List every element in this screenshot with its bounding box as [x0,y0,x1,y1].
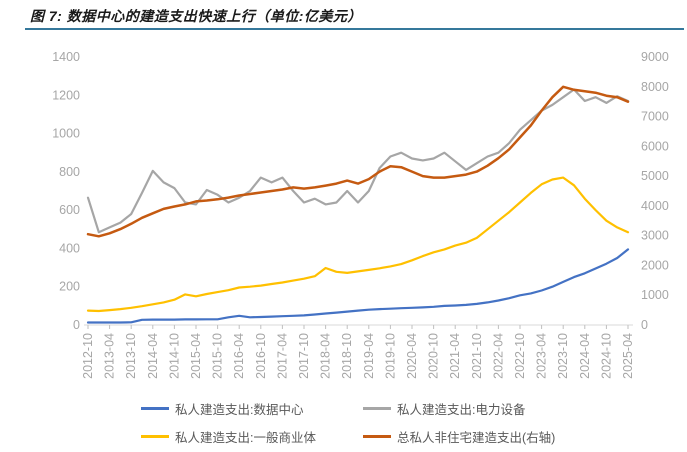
x-axis-tick-label: 2018-10 [340,333,354,379]
left-axis-tick-label: 800 [59,165,80,179]
x-axis-tick-label: 2020-10 [427,333,441,379]
legend-label-power-equipment: 私人建造支出:电力设备 [397,403,526,417]
line-total-nonresidential [86,85,630,238]
right-axis-tick-label: 6000 [641,139,669,153]
chart-title: 图 7: 数据中心的建造支出快速上行（单位:亿美元） [30,8,362,24]
left-axis-tick-label: 1200 [52,88,80,102]
line-data-center [86,248,630,324]
legend-label-general-commercial: 私人建造支出:一般商业体 [175,431,316,445]
line-power-equipment [86,88,630,234]
right-axis-tick-label: 9000 [641,50,669,64]
x-axis-tick-label: 2021-10 [470,333,484,379]
legend-item-data-center: 私人建造支出:数据中心 [141,399,363,418]
right-axis-tick-label: 1000 [641,288,669,302]
legend-swatch-general-commercial [141,435,169,438]
x-axis-tick-label: 2013-10 [124,333,138,379]
line-chart: 0 200 400 600 800 1000 1200 1400 0 1000 2000 3000 40… [52,50,669,379]
x-axis-tick-label: 2022-10 [513,333,527,379]
right-axis-tick-label: 0 [641,318,648,332]
right-axis-tick-label: 5000 [641,169,669,183]
x-axis-tick-label: 2018-04 [319,333,333,379]
legend-label-data-center: 私人建造支出:数据中心 [175,403,304,417]
x-axis-tick-label: 2024-10 [599,333,613,379]
legend-swatch-data-center [141,407,169,410]
left-axis-tick-label: 400 [59,241,80,255]
x-axis-tick-label: 2019-10 [383,333,397,379]
x-axis-tick-label: 2021-04 [448,333,462,379]
legend-item-power-equipment: 私人建造支出:电力设备 [363,399,555,418]
chart-legend: 私人建造支出:数据中心 私人建造支出:电力设备 私人建造支出:一般商业体 总私人… [141,399,555,446]
x-axis-tick-label: 2019-04 [362,333,376,379]
legend-item-total-nonresidential: 总私人非住宅建造支出(右轴) [363,427,555,446]
right-axis-tick-label: 3000 [641,229,669,243]
legend-item-general-commercial: 私人建造支出:一般商业体 [141,427,363,446]
right-axis-tick-label: 4000 [641,199,669,213]
legend-swatch-total-nonresidential [363,435,391,438]
x-axis-tick-label: 2023-10 [556,333,570,379]
legend-swatch-power-equipment [363,407,391,410]
line-general-commercial [86,176,630,313]
left-axis-tick-label: 1000 [52,127,80,141]
title-underline-rule [25,28,684,30]
x-axis-tick-label: 2016-10 [254,333,268,379]
x-axis-tick-label: 2013-04 [103,333,117,379]
x-axis-tick-label: 2016-04 [232,333,246,379]
x-axis-tick-label: 2025-04 [621,333,635,379]
x-axis-tick-label: 2017-10 [297,333,311,379]
left-axis-tick-label: 200 [59,280,80,294]
x-axis-tick-label: 2012-10 [81,333,95,379]
x-axis-tick-label: 2015-10 [211,333,225,379]
x-axis-tick-label: 2022-04 [491,333,505,379]
left-axis-tick-label: 1400 [52,50,80,64]
x-axis-tick-label: 2014-10 [167,333,181,379]
x-axis-tick-label: 2020-04 [405,333,419,379]
legend-label-total-nonresidential: 总私人非住宅建造支出(右轴) [397,431,556,445]
left-axis-tick-label: 600 [59,203,80,217]
x-axis-tick-label: 2024-04 [578,333,592,379]
x-axis-tick-label: 2015-04 [189,333,203,379]
x-axis-tick-label: 2014-04 [146,333,160,379]
x-axis-tick-label: 2023-04 [535,333,549,379]
x-axis-tick-label: 2017-04 [275,333,289,379]
right-axis-tick-label: 7000 [641,110,669,124]
left-axis-tick-label: 0 [73,318,80,332]
right-axis-tick-label: 2000 [641,258,669,272]
right-axis-tick-label: 8000 [641,80,669,94]
